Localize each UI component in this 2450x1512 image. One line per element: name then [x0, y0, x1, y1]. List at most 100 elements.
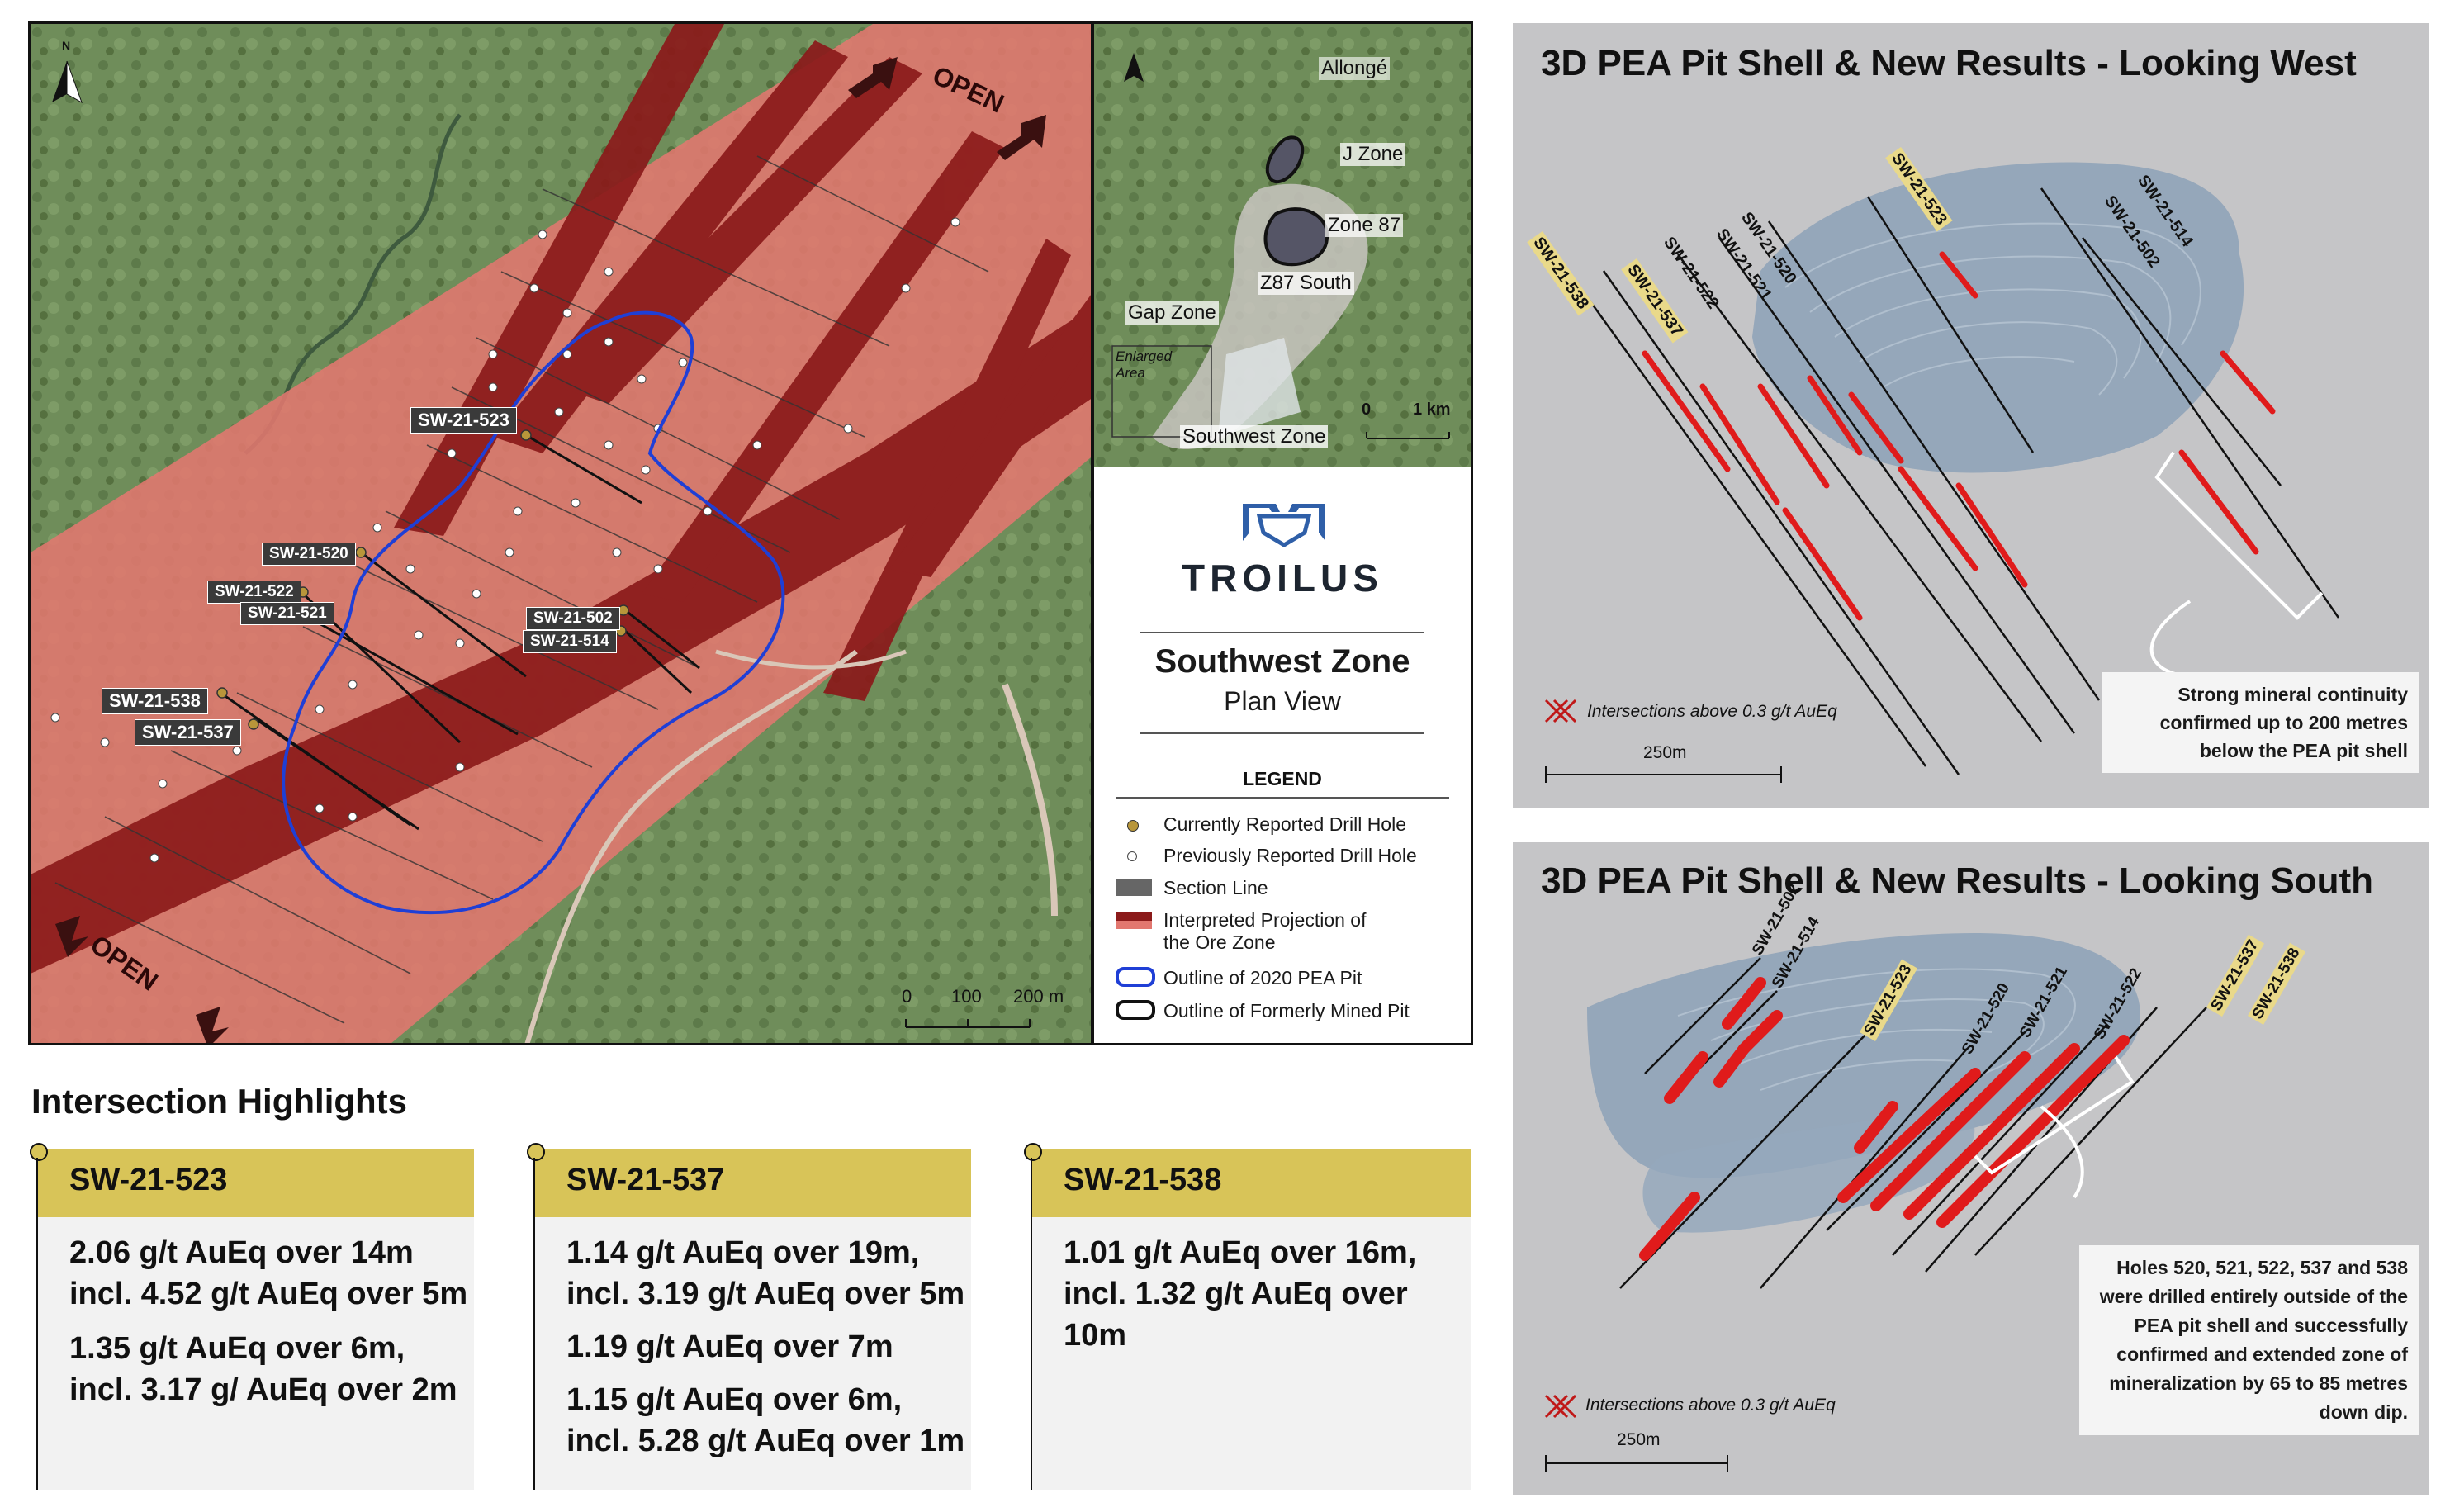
view-south-title: 3D PEA Pit Shell & New Results - Looking…: [1541, 860, 2374, 901]
highlight-pin-icon: [30, 1143, 48, 1161]
highlight-pin-icon: [1024, 1143, 1042, 1161]
enlarged-area-box: [1111, 345, 1212, 438]
highlight-pin-icon: [527, 1143, 545, 1161]
logo-wordmark: TROILUS: [1182, 557, 1383, 600]
highlight-line: incl. 5.28 g/t AuEq over 1m: [566, 1424, 965, 1458]
inset-label-southwest-zone: Southwest Zone: [1180, 425, 1329, 448]
inset-north-arrow-icon: [1124, 53, 1144, 82]
label-sw-21-514: SW-21-514: [523, 630, 617, 653]
highlight-hole: SW-21-538: [1064, 1163, 1222, 1197]
ore-zone-swatch-light: [1116, 921, 1152, 929]
highlight-card-header: [533, 1149, 971, 1217]
label-sw-21-521: SW-21-521: [240, 602, 334, 625]
highlight-line: 1.14 g/t AuEq over 19m,: [566, 1235, 920, 1270]
west-drill-traces: [1561, 187, 2340, 775]
legend-item-pea-pit: Outline of 2020 PEA Pit: [1163, 967, 1362, 988]
legend-title: LEGEND: [1243, 768, 1322, 789]
inset-label-zone-87: Zone 87: [1325, 214, 1404, 237]
pit-benches: [1784, 222, 2201, 396]
plan-map: OPEN OPEN 0 100 200 m N SW-21-523 SW-21-…: [28, 21, 1093, 1045]
troilus-logo-icon: [1243, 504, 1325, 547]
label-sw-21-520: SW-21-520: [262, 543, 356, 566]
label-sw-21-502: SW-21-502: [526, 607, 620, 630]
inset-label-gap-zone: Gap Zone: [1125, 301, 1219, 325]
ore-zone-swatch-dark: [1116, 912, 1152, 921]
legend-divider: [1116, 797, 1449, 799]
south-callout: Holes 520, 521, 522, 537 and 538 were dr…: [2079, 1245, 2419, 1435]
current-drill-hole-icon: [1127, 820, 1139, 832]
zone-title: Southwest Zone: [1154, 643, 1410, 680]
highlight-pin-line: [1031, 1158, 1032, 1490]
inset-label-allonge: Allongé: [1319, 57, 1391, 80]
west-callout: Strong mineral continuity confirmed up t…: [2102, 672, 2419, 773]
inset-map: Allongé J Zone Zone 87 Z87 South Gap Zon…: [1092, 21, 1473, 469]
inset-scale-1km: 1 km: [1413, 401, 1451, 419]
view-west-title: 3D PEA Pit Shell & New Results - Looking…: [1541, 43, 2357, 83]
zone-subtitle: Plan View: [1224, 686, 1341, 716]
highlight-line: 1.15 g/t AuEq over 6m,: [566, 1382, 903, 1417]
west-scale-bar: [1545, 766, 1782, 783]
west-intersection-legend-icon: [1544, 699, 1577, 723]
plan-scale-100: 100: [951, 986, 982, 1007]
legend-item-section: Section Line: [1163, 877, 1268, 898]
highlight-card-523: SW-21-523 2.06 g/t AuEq over 14m incl. 4…: [30, 1143, 474, 1490]
inset-scale-0: 0: [1362, 401, 1372, 419]
label-sw-21-522: SW-21-522: [207, 581, 301, 604]
highlight-pin-line: [533, 1158, 535, 1490]
plan-scale-bar: [905, 1019, 1031, 1028]
pea-pit-outline: [282, 310, 785, 915]
pit-shell: [1752, 162, 2244, 473]
highlight-line: 1.01 g/t AuEq over 16m,: [1064, 1235, 1417, 1270]
west-bracket: [2154, 451, 2324, 620]
pea-pit-outline-icon: [1116, 967, 1155, 987]
highlight-line: incl. 3.17 g/ AuEq over 2m: [69, 1372, 457, 1407]
south-intersection-legend-icon: [1544, 1394, 1577, 1419]
pit-lower-bench: [1642, 1107, 1975, 1233]
west-intersections: [1642, 251, 2276, 621]
mined-pit-outline-icon: [1116, 1000, 1155, 1020]
plan-scale-0: 0: [902, 986, 912, 1007]
legend-panel: TROILUS Southwest Zone Plan View LEGEND …: [1092, 467, 1473, 1045]
south-scale-label: 250m: [1617, 1430, 1661, 1449]
highlight-card-538: SW-21-538 1.01 g/t AuEq over 16m, incl. …: [1024, 1143, 1471, 1490]
j-zone-pit: [1265, 135, 1305, 184]
inset-map-svg: [1094, 24, 1471, 467]
highlight-line: incl. 4.52 g/t AuEq over 5m: [69, 1277, 468, 1311]
south-scale-bar: [1545, 1455, 1728, 1472]
view-south-panel: 3D PEA Pit Shell & New Results - Looking…: [1513, 842, 2429, 1495]
view-west-svg: [1544, 162, 2340, 783]
view-south-svg: [1544, 933, 2207, 1472]
pit-benches-south: [1677, 968, 2076, 1091]
highlight-pin-line: [36, 1158, 38, 1490]
north-label: N: [62, 39, 71, 52]
legend-list: Currently Reported Drill Hole Previously…: [1116, 813, 1462, 1036]
title-divider-top: [1140, 632, 1424, 633]
highlight-line: 1.19 g/t AuEq over 7m: [566, 1330, 893, 1364]
plan-map-svg: OPEN OPEN: [31, 24, 1091, 1043]
highlight-hole: SW-21-523: [69, 1163, 228, 1197]
north-arrow-icon: [52, 60, 83, 104]
legend-item-mined-pit: Outline of Formerly Mined Pit: [1163, 1000, 1410, 1021]
west-legend-label: Intersections above 0.3 g/t AuEq: [1587, 702, 1837, 721]
road: [524, 649, 858, 1043]
tailings-area: [1218, 338, 1301, 437]
south-intersections: [1639, 977, 2130, 1261]
highlight-line: 1.35 g/t AuEq over 6m,: [69, 1331, 405, 1366]
highlights-title: Intersection Highlights: [31, 1082, 408, 1121]
west-callout-arrow: [2149, 600, 2192, 677]
previous-drill-hole-icon: [1127, 851, 1137, 861]
section-lines: [54, 155, 989, 1024]
legend-item-previous: Previously Reported Drill Hole: [1163, 845, 1417, 866]
highlight-line: 2.06 g/t AuEq over 14m: [69, 1235, 414, 1270]
inset-scale-bar: [1366, 432, 1450, 439]
view-west-panel: 3D PEA Pit Shell & New Results - Looking…: [1513, 23, 2429, 808]
haul-road: [1002, 683, 1058, 917]
west-scale-label: 250m: [1643, 743, 1687, 762]
inset-label-j-zone: J Zone: [1340, 143, 1406, 166]
south-callout-arrow: [2040, 1105, 2084, 1199]
current-drill-traces: [220, 434, 700, 831]
legend-item-ore-zone: Interpreted Projection of the Ore Zone: [1163, 909, 1367, 953]
south-legend-label: Intersections above 0.3 g/t AuEq: [1585, 1396, 1836, 1415]
label-sw-21-523: SW-21-523: [410, 407, 517, 434]
plan-scale-200: 200 m: [1013, 986, 1064, 1007]
